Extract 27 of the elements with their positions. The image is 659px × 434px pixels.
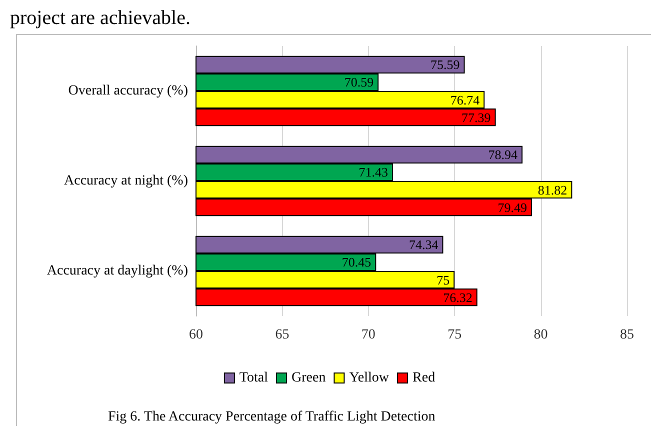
x-tick-label: 60 (189, 328, 203, 342)
data-label: 75.59 (430, 57, 460, 72)
legend-label: Yellow (349, 370, 390, 386)
data-label: 77.39 (462, 110, 491, 125)
x-tick-label: 65 (275, 328, 290, 342)
data-label: 76.32 (443, 290, 472, 305)
data-label: 81.82 (538, 182, 568, 198)
legend-label: Total (239, 370, 268, 386)
legend-label: Green (292, 370, 326, 386)
data-label: 70.45 (342, 254, 372, 270)
y-tick-label: Overall accuracy (%) (68, 84, 188, 98)
data-label: 75 (436, 272, 450, 288)
caption: Fig 6. The Accuracy Percentage of Traffic Light Detection (108, 410, 436, 424)
data-label: 76.74 (450, 92, 480, 108)
data-label: 70.59 (344, 74, 374, 90)
x-tick-label: 75 (448, 328, 462, 342)
legend-label: Red (412, 370, 436, 386)
x-tick-label: 85 (620, 328, 634, 342)
data-label: 71.43 (358, 164, 388, 180)
data-label: 79.49 (498, 200, 528, 215)
text: project are achievable. (10, 7, 190, 29)
data-label: 74.34 (408, 237, 439, 252)
y-tick-label: Accuracy at daylight (%) (46, 264, 188, 278)
x-tick-label: 80 (534, 328, 548, 342)
data-label: 78.94 (488, 147, 518, 162)
x-tick-label: 70 (361, 328, 376, 342)
y-tick-label: Accuracy at night (%) (64, 174, 188, 188)
